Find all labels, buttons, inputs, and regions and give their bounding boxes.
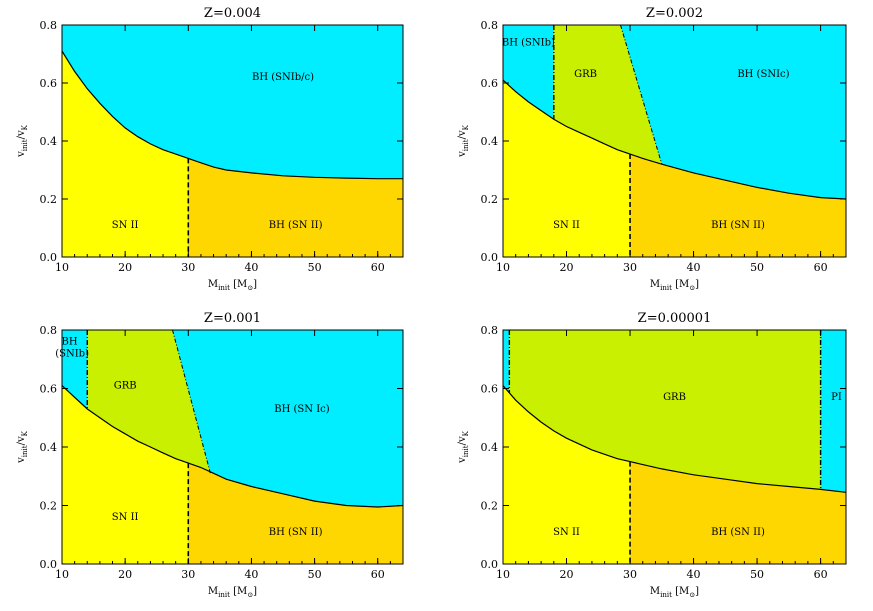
y-tick-label: 0.2 [40, 193, 58, 206]
region-grb [553, 25, 662, 165]
panel-3: BH(SNIb) GRB BH (SN Ic) SN II BH (SN II) 10 20… [16, 311, 404, 599]
region-label: BH (SNIb) [502, 37, 555, 48]
x-tick-label: 60 [814, 568, 828, 581]
y-tick-label: 0.2 [481, 193, 499, 206]
x-tick-label: 30 [181, 261, 195, 274]
panel-2: BH (SNIb) GRB BH (SNIc) SN II BH (SN II) 10 20… [457, 6, 847, 292]
y-tick-label: 0.4 [40, 441, 58, 454]
grb-edge-line [172, 330, 211, 474]
x-tick-label: 40 [687, 568, 701, 581]
x-axis-label: Minit [M⊙] [650, 279, 699, 292]
panel-4: GRB PI SN II BH (SN II) 10 20 30 40 50 60 0.0 0.2 0.… [457, 311, 847, 599]
x-tick-label: 60 [371, 568, 385, 581]
region-bh-sn-ii [188, 158, 403, 257]
x-tick-label: 10 [55, 568, 69, 581]
x-tick-label: 60 [371, 261, 385, 274]
x-axis-label: Minit [M⊙] [208, 586, 257, 599]
y-tick-label: 0.0 [481, 558, 499, 571]
region-sn-ii [503, 80, 631, 257]
x-tick-label: 50 [750, 568, 764, 581]
grb-edge-line [620, 25, 663, 165]
x-tick-label: 10 [496, 568, 510, 581]
y-tick-label: 0.2 [481, 500, 499, 513]
y-tick-label: 0.4 [481, 135, 499, 148]
region-label: BH [62, 337, 78, 348]
region-label: BH (SN II) [269, 220, 323, 231]
x-tick-label: 20 [118, 568, 132, 581]
x-tick-label: 20 [560, 568, 574, 581]
region-sn-ii [62, 385, 189, 564]
x-tick-label: 40 [244, 568, 258, 581]
y-axis-label: vinit/vK [16, 430, 29, 464]
region-label: BH (SNIb/c) [252, 72, 314, 83]
panel-1: BH (SNIb/c) SN II BH (SN II) 10 20 30 40 50 60 0.… [16, 6, 404, 292]
region-label: GRB [114, 381, 137, 392]
region-label: SN II [112, 512, 139, 523]
x-tick-label: 40 [244, 261, 258, 274]
y-axis-label: vinit/vK [16, 124, 29, 158]
region-label: BH (SNIc) [737, 69, 789, 80]
region-label: GRB [663, 392, 686, 403]
region-sn-ii [503, 385, 631, 564]
x-tick-label: 50 [308, 568, 322, 581]
x-tick-label: 10 [55, 261, 69, 274]
y-tick-label: 0.6 [481, 383, 499, 396]
x-axis-label: Minit [M⊙] [208, 279, 257, 292]
region-grb [87, 330, 211, 474]
y-tick-label: 0.8 [40, 19, 58, 32]
panel-title: Z=0.001 [204, 311, 261, 326]
boundary-curve [503, 385, 846, 493]
region-label: (SNIb) [55, 348, 89, 359]
y-axis-label: vinit/vK [457, 124, 470, 158]
x-tick-label: 30 [623, 261, 637, 274]
y-tick-label: 0.6 [40, 77, 58, 90]
y-tick-label: 0.8 [481, 19, 499, 32]
boundary-curve [503, 79, 846, 200]
region-label: BH (SN II) [269, 527, 323, 538]
region-label: BH (SN Ic) [274, 404, 329, 415]
y-tick-label: 0.4 [40, 135, 58, 148]
y-tick-label: 0.0 [481, 251, 499, 264]
y-tick-label: 0.6 [40, 383, 58, 396]
x-tick-label: 20 [560, 261, 574, 274]
boundary-curve [62, 50, 403, 180]
region-bh-sn-ii [188, 463, 403, 564]
region-label: SN II [112, 220, 139, 231]
boundary-curve [62, 385, 403, 508]
y-axis-label: vinit/vK [457, 430, 470, 464]
region-label: SN II [553, 220, 580, 231]
x-tick-label: 20 [118, 261, 132, 274]
x-tick-label: 40 [687, 261, 701, 274]
region-sn-ii [62, 51, 189, 257]
x-tick-label: 30 [623, 568, 637, 581]
y-tick-label: 0.8 [40, 324, 58, 337]
x-tick-label: 50 [308, 261, 322, 274]
region-label: PI [831, 392, 842, 403]
region-grb [509, 330, 821, 490]
region-label: SN II [553, 527, 580, 538]
y-tick-label: 0.6 [481, 77, 499, 90]
panel-title: Z=0.00001 [638, 311, 712, 326]
panel-title: Z=0.002 [646, 6, 703, 21]
y-tick-label: 0.4 [481, 441, 499, 454]
y-tick-label: 0.0 [40, 558, 58, 571]
y-tick-label: 0.8 [481, 324, 499, 337]
panel-title: Z=0.004 [204, 6, 261, 21]
x-tick-label: 50 [750, 261, 764, 274]
region-label: BH (SN II) [711, 527, 765, 538]
y-tick-label: 0.2 [40, 500, 58, 513]
region-label: BH (SN II) [711, 220, 765, 231]
x-tick-label: 30 [181, 568, 195, 581]
x-axis-label: Minit [M⊙] [650, 586, 699, 599]
x-tick-label: 10 [496, 261, 510, 274]
region-label: GRB [574, 69, 597, 80]
y-tick-label: 0.0 [40, 251, 58, 264]
x-tick-label: 60 [814, 261, 828, 274]
region-bh-sn-ii [630, 154, 846, 257]
